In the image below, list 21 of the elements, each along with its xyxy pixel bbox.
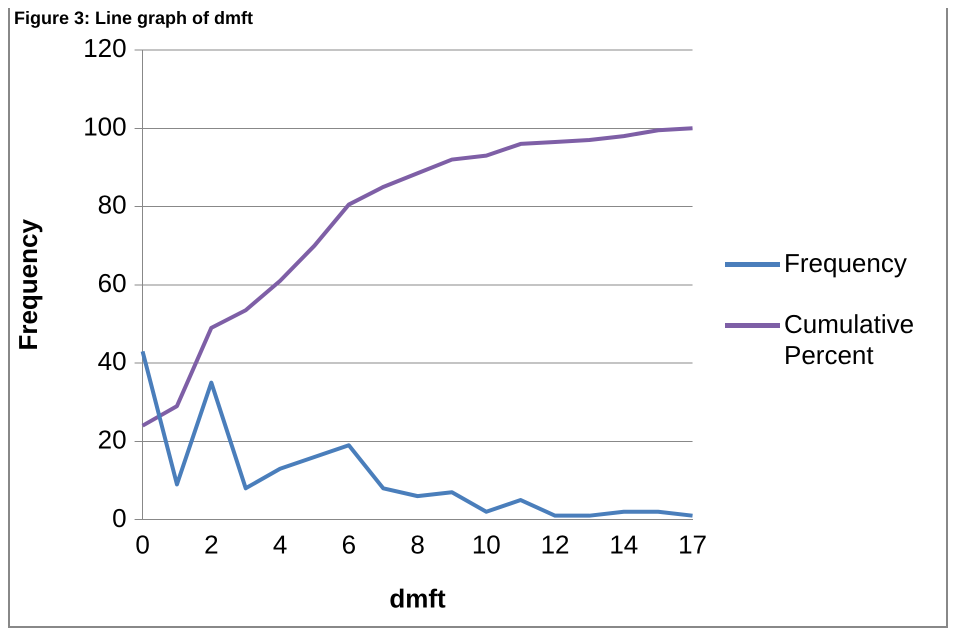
x-tick-label: 0 <box>135 529 150 560</box>
x-tick-label: 17 <box>678 529 707 560</box>
y-tick-label: 100 <box>83 111 127 142</box>
y-tick-label: 0 <box>112 502 127 533</box>
x-tick-label: 2 <box>204 529 219 560</box>
x-tick-label: 6 <box>342 529 356 560</box>
y-tick-label: 80 <box>98 190 127 220</box>
x-tick-label: 12 <box>540 529 570 560</box>
legend-label: Frequency <box>784 248 908 279</box>
y-axis-title: Frequency <box>12 218 43 351</box>
x-tick-label: 10 <box>472 529 501 560</box>
y-tick-label: 20 <box>98 424 127 455</box>
x-tick-label: 8 <box>410 529 425 560</box>
x-tick-label: 4 <box>272 529 288 560</box>
chart-title: Figure 3: Line graph of dmft <box>14 8 253 29</box>
y-tick-label: 40 <box>98 346 127 376</box>
x-tick-label: 14 <box>609 529 638 560</box>
y-tick-label: 120 <box>83 33 127 64</box>
y-tick-label: 60 <box>98 268 127 298</box>
legend-label: Cumulative Percent <box>784 309 916 371</box>
x-axis-title: dmft <box>389 584 446 614</box>
